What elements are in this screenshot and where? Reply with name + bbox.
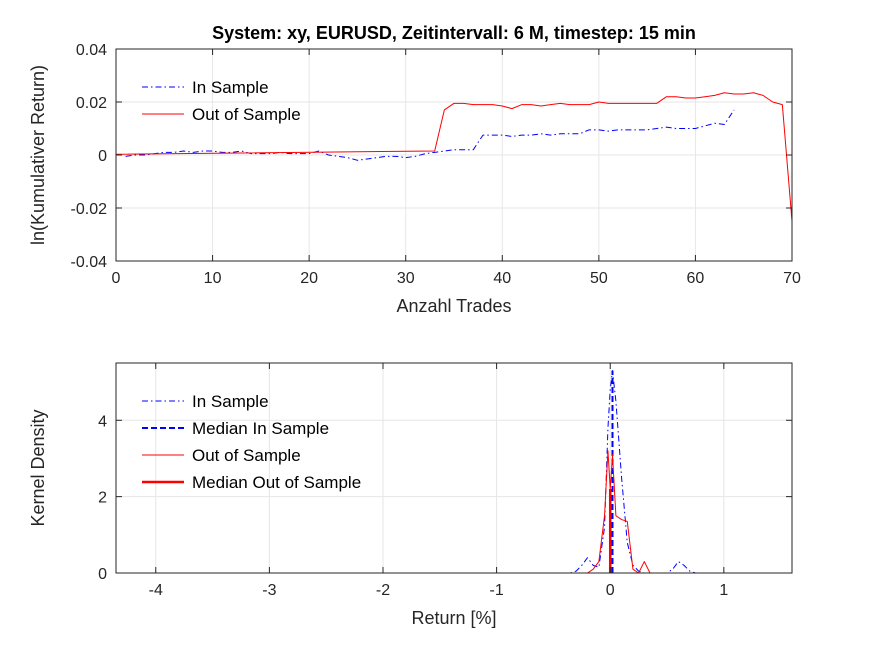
y-tick-label: 0 [98,566,107,583]
y-axis-label: Kernel Density [28,409,48,526]
legend-entry: In Sample [192,392,269,411]
x-tick-label: 0 [112,270,121,287]
x-tick-label: 20 [300,270,318,287]
x-axis-label: Return [%] [411,608,496,628]
x-tick-label: 0 [606,582,615,599]
y-tick-label: 0.02 [76,95,107,112]
legend-entry: Median In Sample [192,419,329,438]
x-tick-label: -1 [489,582,503,599]
y-tick-label: -0.04 [71,254,108,271]
x-tick-label: 1 [719,582,728,599]
kernel-density-chart: -4 -3 -2 -1 0 1 0 2 4 Return [%] Kernel Density In … [28,362,793,628]
x-tick-label: 50 [590,270,608,287]
y-tick-label: 0 [98,148,107,165]
x-tick-label: -2 [376,582,390,599]
chart-title: System: xy, EURUSD, Zeitintervall: 6 M, … [212,23,696,43]
series-group [116,92,792,222]
x-tick-label: 10 [204,270,222,287]
series-group [116,370,792,573]
y-tick-label: 0.04 [76,42,107,59]
series-line-out-of-sample [116,92,792,222]
x-tick-label: 60 [687,270,705,287]
legend-entry: Out of Sample [192,105,301,124]
cumulative-return-chart: 0 10 20 30 40 50 60 70 -0.04 -0.02 0 0.02 0.04 Anzahl… [28,23,801,316]
x-tick-label: -4 [149,582,163,599]
x-axis-label: Anzahl Trades [396,296,511,316]
legend: In Sample Out of Sample [142,78,301,124]
legend-entry: In Sample [192,78,269,97]
x-tick-label: 70 [783,270,801,287]
y-tick-label: -0.02 [71,201,108,218]
y-tick-label: 4 [98,413,107,430]
axes-frame [115,362,793,574]
legend-entry: Out of Sample [192,446,301,465]
y-axis-label: ln(Kumulativer Return) [28,65,48,245]
legend-entry: Median Out of Sample [192,473,361,492]
x-tick-label: -3 [262,582,276,599]
y-tick-label: 2 [98,490,107,507]
x-tick-label: 40 [493,270,511,287]
series-line-out-of-sample [116,450,792,573]
x-tick-label: 30 [397,270,415,287]
plot-area [116,363,792,573]
legend: In Sample Median In Sample Out of Sample Me… [142,392,361,492]
series-line-in-sample [116,370,792,573]
